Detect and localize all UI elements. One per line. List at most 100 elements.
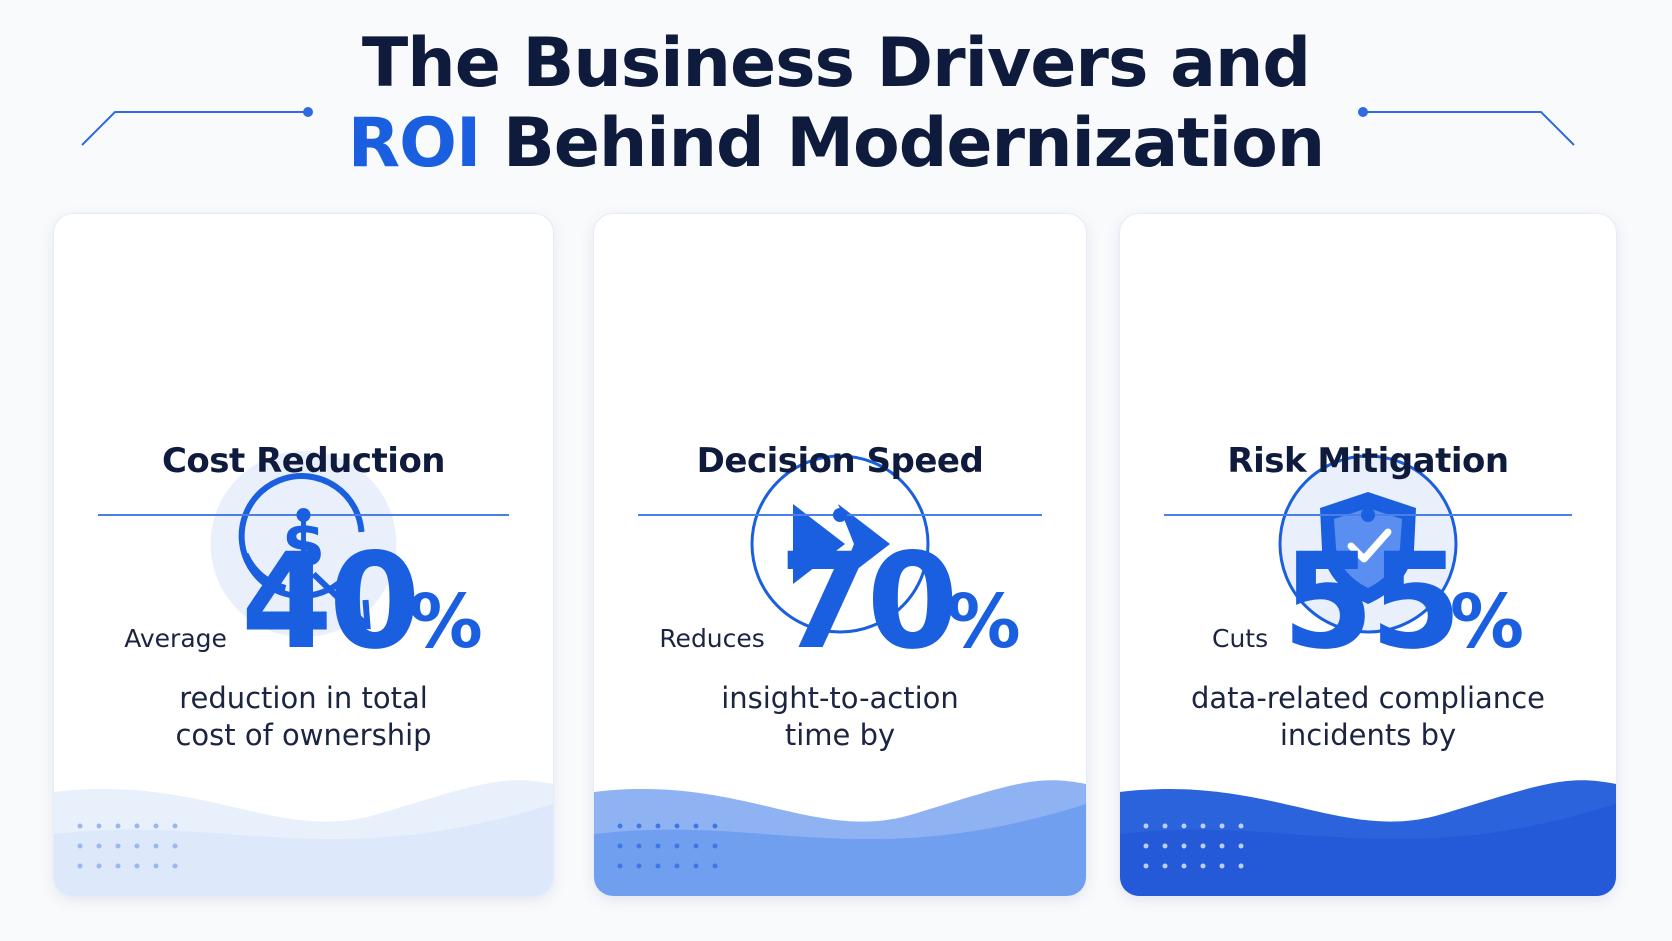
card-graphics	[1120, 454, 1616, 896]
description: insight-to-action time by	[594, 680, 1086, 754]
dot	[172, 863, 178, 869]
icon-part	[1347, 528, 1392, 563]
decor-dot	[1358, 107, 1368, 117]
title-highlight: ROI	[347, 104, 481, 183]
dot	[655, 863, 661, 869]
dot	[1162, 823, 1168, 829]
decor-line	[1363, 111, 1575, 146]
dot	[693, 823, 699, 829]
dot	[712, 863, 718, 869]
dot	[693, 843, 699, 849]
dot	[674, 843, 680, 849]
stat-unit: %	[946, 579, 1021, 665]
description-line: reduction in total	[179, 681, 428, 715]
card: Risk Mitigation Cuts 55% data-related compl…	[1119, 213, 1617, 897]
dot	[115, 843, 121, 849]
dot	[617, 843, 623, 849]
stat-row: Average 40%	[54, 536, 553, 668]
dot	[636, 823, 642, 829]
card-title: Risk Mitigation	[1227, 441, 1509, 481]
dot	[693, 863, 699, 869]
dot	[1181, 823, 1187, 829]
dot	[1238, 843, 1244, 849]
dot	[1219, 843, 1225, 849]
icon-part	[341, 599, 371, 630]
dot	[1181, 863, 1187, 869]
dot	[77, 843, 83, 849]
icon-part	[242, 552, 287, 591]
dot	[115, 863, 121, 869]
description-line: time by	[784, 718, 896, 752]
wave	[54, 804, 553, 896]
dot	[674, 823, 680, 829]
title-line: ROI Behind Modernization	[0, 105, 1672, 183]
dot	[1219, 823, 1225, 829]
icon-part	[311, 571, 368, 627]
dot	[153, 843, 159, 849]
icon: $	[210, 451, 397, 637]
card: $ Cost Reduction Average 40% reduction in to…	[53, 213, 554, 897]
dot	[134, 843, 140, 849]
dot	[96, 823, 102, 829]
dot	[134, 823, 140, 829]
divider-dot	[1361, 508, 1375, 522]
wave	[594, 804, 1086, 896]
dot	[153, 823, 159, 829]
icon-part	[1334, 508, 1402, 588]
title-line: The Business Drivers and	[0, 25, 1672, 103]
description-line: insight-to-action	[721, 681, 959, 715]
card-title: Cost Reduction	[161, 441, 446, 481]
card-title: Decision Speed	[696, 441, 984, 481]
dot	[77, 863, 83, 869]
dot	[674, 863, 680, 869]
dot	[1162, 843, 1168, 849]
stat-row: Reduces 70%	[594, 536, 1086, 668]
dot	[655, 843, 661, 849]
dot	[1181, 843, 1187, 849]
dot	[1238, 823, 1244, 829]
dot	[1143, 863, 1149, 869]
stat-unit: %	[408, 579, 483, 665]
icon-part	[838, 504, 890, 584]
description-line: incidents by	[1279, 718, 1457, 752]
dot	[153, 863, 159, 869]
dot	[77, 823, 83, 829]
stat-value: 70	[778, 525, 959, 679]
stat-unit: %	[1449, 579, 1524, 665]
icon	[1278, 454, 1458, 634]
card-graphics	[594, 454, 1086, 896]
dot	[712, 823, 718, 829]
dot	[96, 843, 102, 849]
icon	[750, 454, 930, 634]
icon-part	[793, 504, 845, 584]
dot	[636, 843, 642, 849]
card-graphics: $	[54, 451, 553, 896]
stat-value: 55	[1282, 525, 1462, 679]
dot	[617, 863, 623, 869]
title-text: The Business Drivers and	[361, 24, 1311, 103]
dot	[1238, 863, 1244, 869]
stat-row: Cuts 55%	[1120, 536, 1616, 668]
stat-value-wrap: 55%	[1282, 536, 1524, 668]
dot	[172, 843, 178, 849]
description-line: cost of ownership	[175, 718, 432, 752]
dot	[1143, 823, 1149, 829]
stat-value-wrap: 40%	[241, 536, 483, 668]
divider-dot	[833, 508, 847, 522]
divider-dot	[296, 508, 311, 522]
stat-value: 40	[240, 525, 421, 679]
dot	[1219, 863, 1225, 869]
description-line: data-related compliance	[1191, 681, 1545, 715]
dot	[1143, 843, 1149, 849]
dot	[655, 823, 661, 829]
dot	[1200, 843, 1206, 849]
card: Decision Speed Reduces 70% insight-to-actio…	[593, 213, 1087, 897]
decor-dot	[303, 107, 313, 117]
dot	[712, 843, 718, 849]
dot	[172, 823, 178, 829]
wave	[1120, 804, 1616, 896]
dot	[96, 863, 102, 869]
title-text: Behind Modernization	[502, 104, 1325, 183]
